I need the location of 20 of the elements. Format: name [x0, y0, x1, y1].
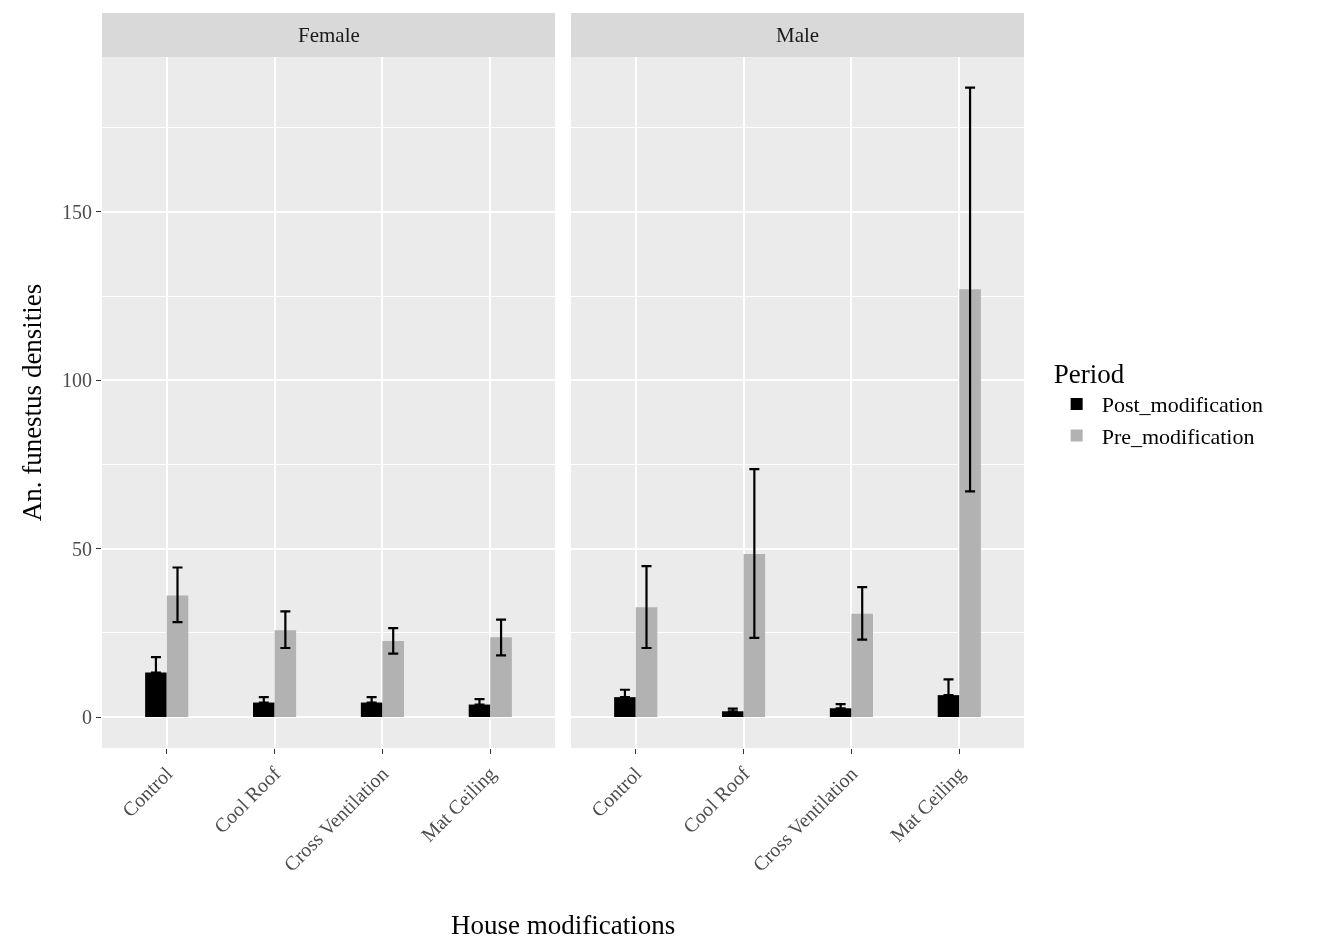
y-tick-label: 0	[82, 706, 92, 729]
y-tick-label: 150	[62, 200, 92, 223]
bar	[959, 289, 981, 718]
legend-title: Period	[1053, 359, 1125, 390]
y-axis-title: An. funestus densities	[17, 283, 48, 522]
y-tick-label: 100	[62, 369, 92, 392]
chart-title: Female	[298, 23, 360, 47]
legend-label: Pre_modification	[1101, 424, 1255, 450]
chart-title: Male	[776, 23, 820, 47]
bar	[851, 613, 873, 718]
bar	[274, 630, 297, 718]
legend-label: Post_modification	[1101, 392, 1263, 418]
bar	[166, 595, 189, 718]
bar	[743, 554, 766, 718]
bar	[382, 640, 404, 718]
bar	[490, 637, 512, 718]
bar	[635, 607, 658, 718]
bar	[722, 711, 744, 718]
x-axis-title: House modifications	[451, 910, 676, 940]
y-tick-label: 50	[72, 537, 92, 560]
